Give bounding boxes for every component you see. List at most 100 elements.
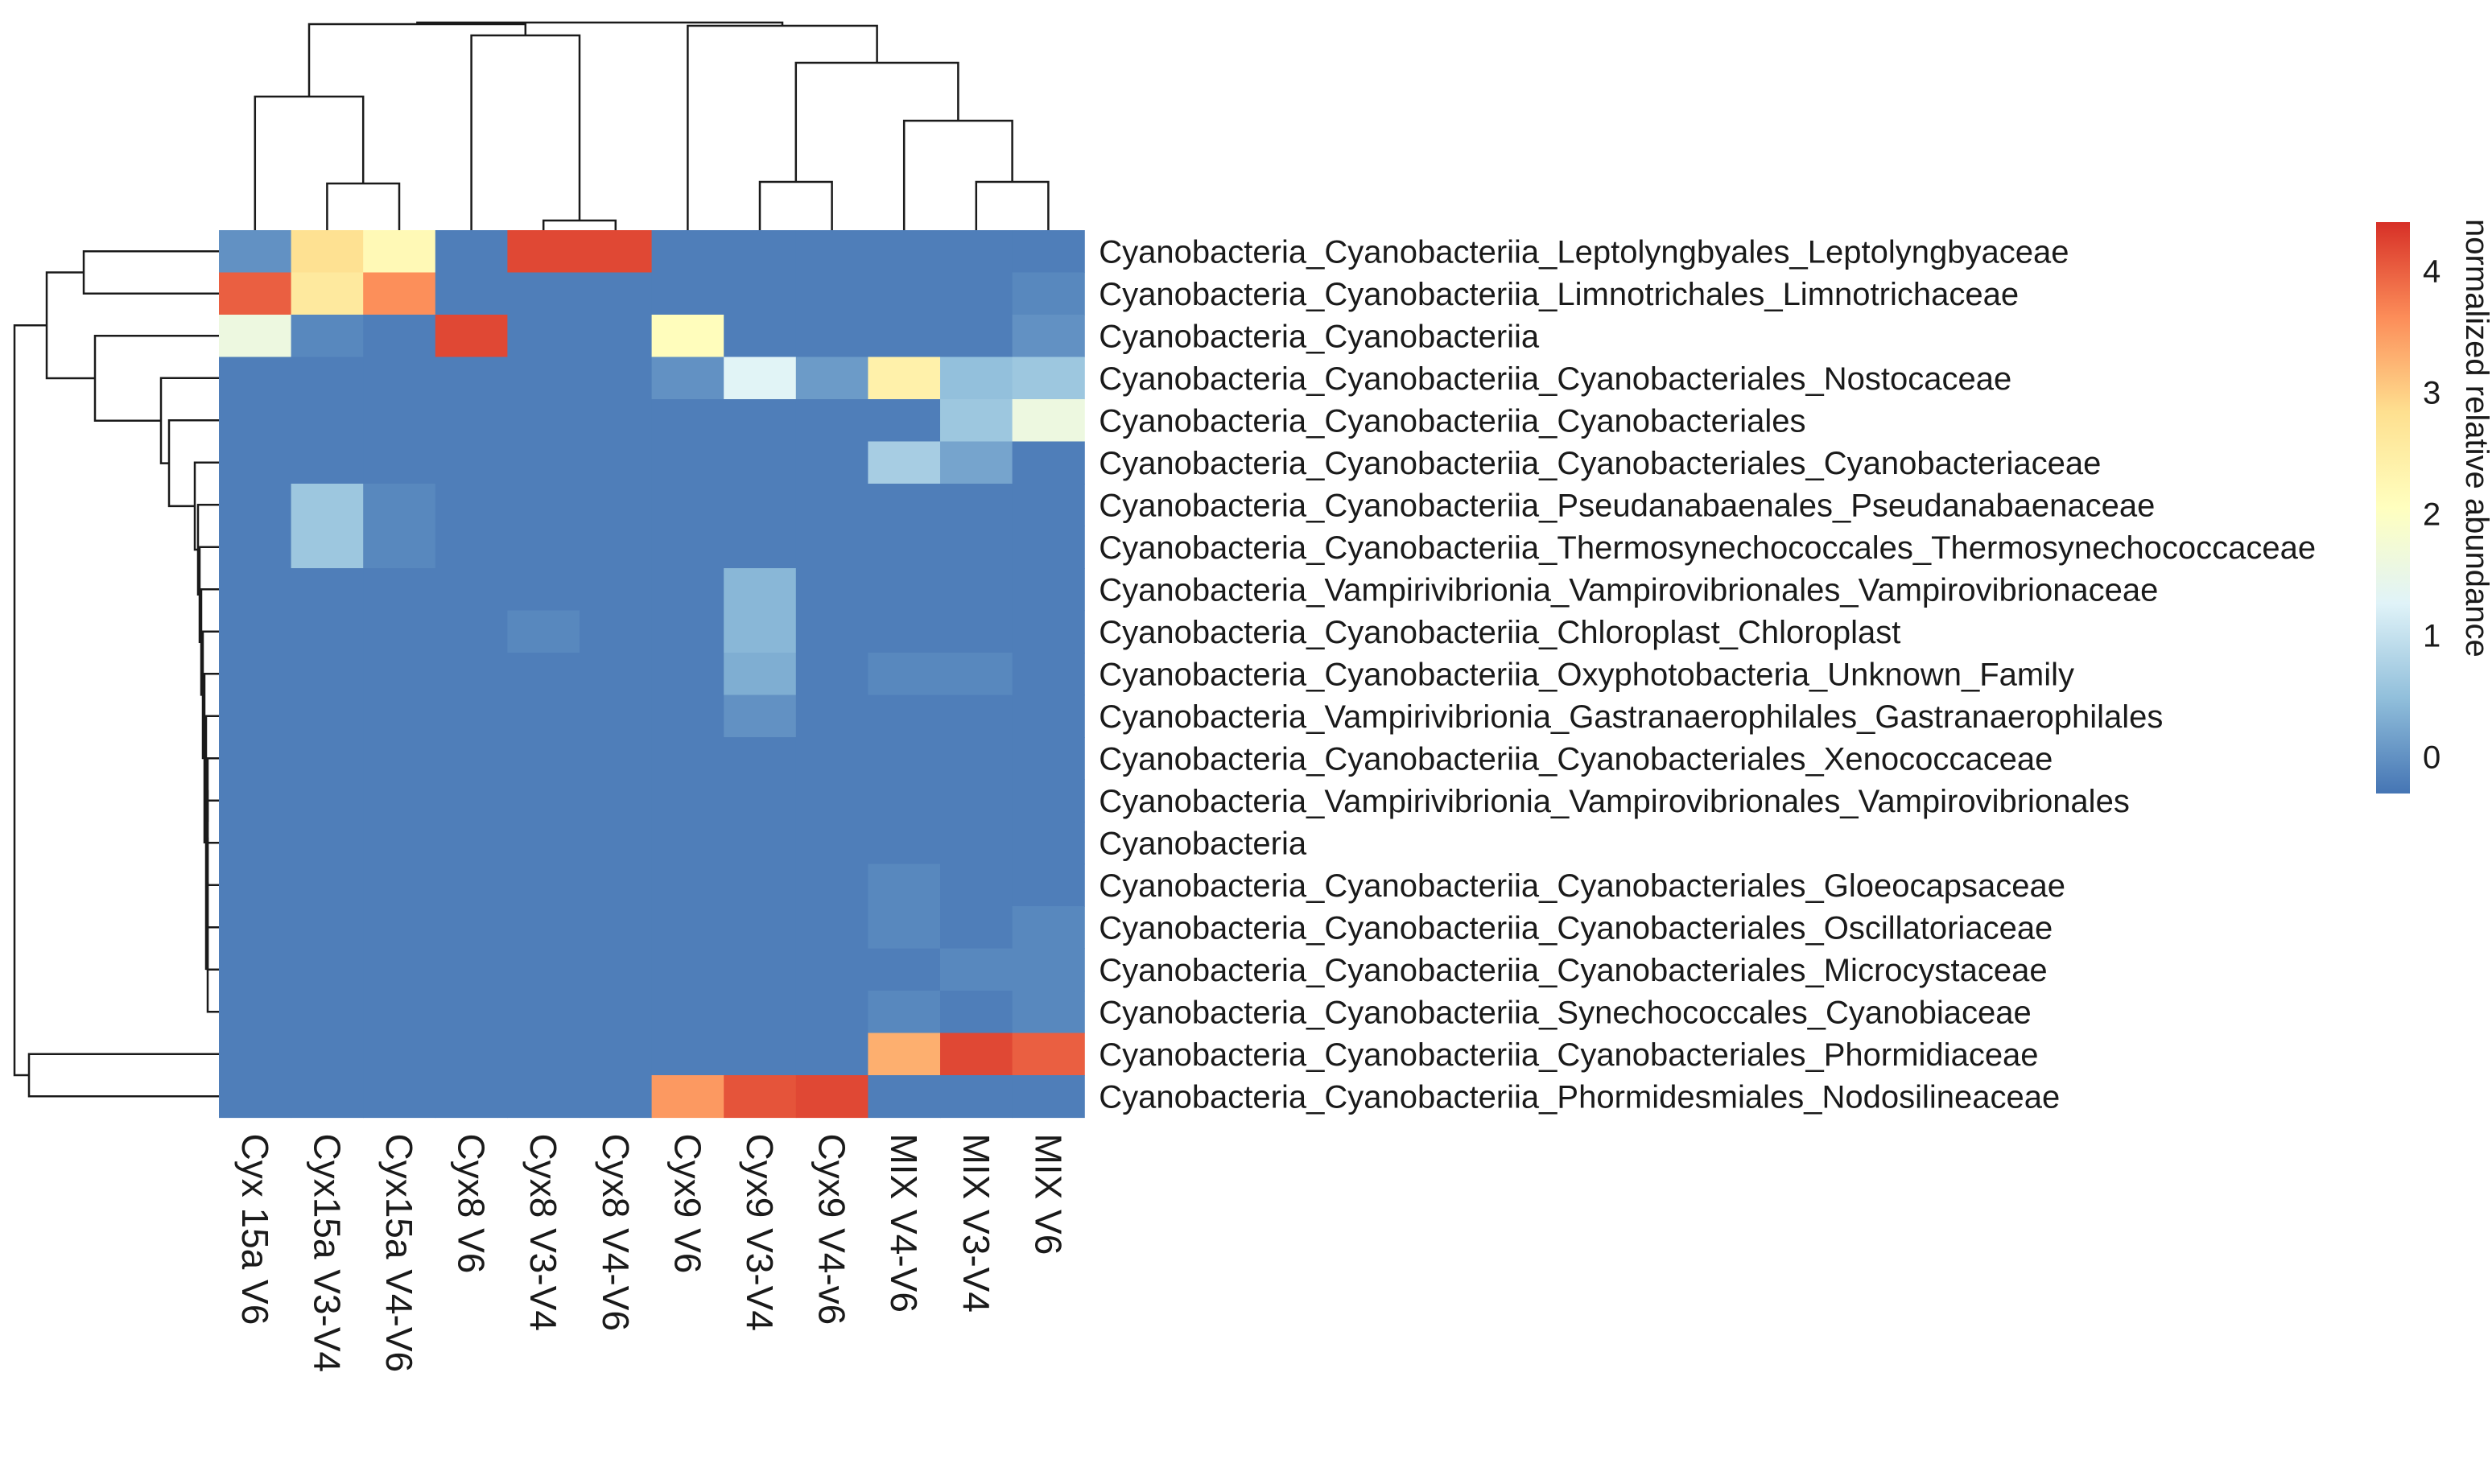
heatmap-cell: [940, 737, 1013, 781]
heatmap-cell: [291, 737, 364, 781]
heatmap-cell: [580, 272, 653, 315]
heatmap-cell: [363, 357, 436, 400]
heatmap-cell: [363, 568, 436, 612]
heatmap-cell: [724, 441, 797, 484]
heatmap-cell: [868, 737, 941, 781]
heatmap-cell: [940, 526, 1013, 569]
heatmap-cell: [219, 695, 292, 738]
dendrogram-branch: [206, 925, 219, 1013]
row-label: Cyanobacteria_Cyanobacteriia_Synechococc…: [1099, 995, 2032, 1030]
heatmap-cell: [940, 1033, 1013, 1076]
heatmap-cell: [1012, 526, 1085, 569]
heatmap-cell: [219, 653, 292, 696]
heatmap-cell: [1012, 357, 1085, 400]
column-label: MIX V4-V6: [883, 1134, 925, 1313]
heatmap-cell: [1012, 610, 1085, 653]
heatmap-cell: [795, 399, 868, 443]
heatmap-cell: [724, 695, 797, 738]
heatmap-cell: [1012, 991, 1085, 1034]
heatmap-cell: [940, 441, 1013, 484]
heatmap-cell: [940, 484, 1013, 527]
heatmap-cell: [435, 568, 508, 612]
heatmap-cell: [580, 906, 653, 950]
heatmap-cell: [940, 695, 1013, 738]
heatmap-cell: [1012, 230, 1085, 274]
heatmap-cell: [651, 230, 724, 274]
column-label: Cyx9 V6: [666, 1134, 708, 1274]
heatmap-cell: [435, 864, 508, 907]
heatmap-cell: [940, 357, 1013, 400]
colorbar-tick-label: 2: [2423, 497, 2440, 533]
heatmap-cell: [507, 864, 580, 907]
heatmap-cell: [868, 906, 941, 950]
heatmap-cell: [1012, 948, 1085, 991]
heatmap-cell: [940, 948, 1013, 991]
heatmap-cell: [1012, 695, 1085, 738]
heatmap-cell: [219, 230, 292, 274]
column-label: Cyx15a V4-V6: [378, 1134, 420, 1373]
heatmap-cell: [507, 357, 580, 400]
dendrogram-branch: [45, 271, 95, 380]
heatmap-cell: [1012, 737, 1085, 781]
heatmap-cell: [868, 1075, 941, 1119]
heatmap-cell: [724, 822, 797, 865]
dendrogram-branch: [975, 180, 1050, 230]
heatmap-cell: [507, 695, 580, 738]
column-label: Cyx9 V3-V4: [739, 1134, 781, 1331]
heatmap-cell: [795, 822, 868, 865]
heatmap-cell: [940, 230, 1013, 274]
heatmap-cell: [219, 610, 292, 653]
heatmap-cell: [1012, 484, 1085, 527]
row-label: Cyanobacteria_Cyanobacteriia_Chloroplast…: [1099, 615, 1900, 650]
heatmap-cell: [724, 737, 797, 781]
heatmap-cell: [868, 653, 941, 696]
heatmap-cell: [795, 568, 868, 612]
heatmap-cell: [219, 864, 292, 907]
heatmap-cell: [580, 695, 653, 738]
heatmap-cell: [940, 399, 1013, 443]
heatmap-cell: [363, 610, 436, 653]
row-label: Cyanobacteria: [1099, 826, 1307, 861]
heatmap-cell: [868, 864, 941, 907]
heatmap-cell: [580, 1075, 653, 1119]
heatmap-cell: [1012, 653, 1085, 696]
heatmap-cell: [868, 315, 941, 358]
heatmap-cell: [940, 272, 1013, 315]
heatmap-cell: [651, 484, 724, 527]
heatmap-cell: [580, 864, 653, 907]
heatmap-cell: [868, 272, 941, 315]
heatmap-cell: [507, 610, 580, 653]
row-label: Cyanobacteria_Cyanobacteriia_Cyanobacter…: [1099, 403, 1805, 439]
colorbar-tick-label: 3: [2423, 376, 2440, 411]
column-dendrogram: [254, 21, 1050, 230]
heatmap-cell: [580, 484, 653, 527]
row-label: Cyanobacteria_Cyanobacteriia_Oxyphotobac…: [1099, 657, 2074, 692]
heatmap-cell: [651, 272, 724, 315]
heatmap-cell: [795, 948, 868, 991]
heatmap-cell: [507, 1075, 580, 1119]
heatmap-cell: [580, 737, 653, 781]
row-label: Cyanobacteria_Cyanobacteriia_Cyanobacter…: [1099, 910, 2053, 946]
heatmap-cell: [651, 906, 724, 950]
heatmap-cell: [291, 441, 364, 484]
dendrogram-branch: [206, 882, 219, 971]
heatmap-cell: [291, 822, 364, 865]
heatmap-cell: [435, 906, 508, 950]
heatmap-cell: [940, 822, 1013, 865]
heatmap-cell: [795, 272, 868, 315]
heatmap-cell: [651, 653, 724, 696]
heatmap-cell: [580, 441, 653, 484]
heatmap-cell: [435, 272, 508, 315]
heatmap-cell: [795, 1075, 868, 1119]
row-label: Cyanobacteria_Cyanobacteriia_Cyanobacter…: [1099, 741, 2053, 777]
heatmap-cell: [507, 484, 580, 527]
heatmap-cell: [507, 737, 580, 781]
heatmap-cell: [219, 737, 292, 781]
row-label: Cyanobacteria_Cyanobacteriia_Pseudanabae…: [1099, 488, 2155, 523]
heatmap-cell: [219, 441, 292, 484]
heatmap-cell: [651, 568, 724, 612]
heatmap-cell: [507, 948, 580, 991]
heatmap-cell: [435, 991, 508, 1034]
heatmap-cell: [507, 315, 580, 358]
heatmap-cell: [1012, 906, 1085, 950]
